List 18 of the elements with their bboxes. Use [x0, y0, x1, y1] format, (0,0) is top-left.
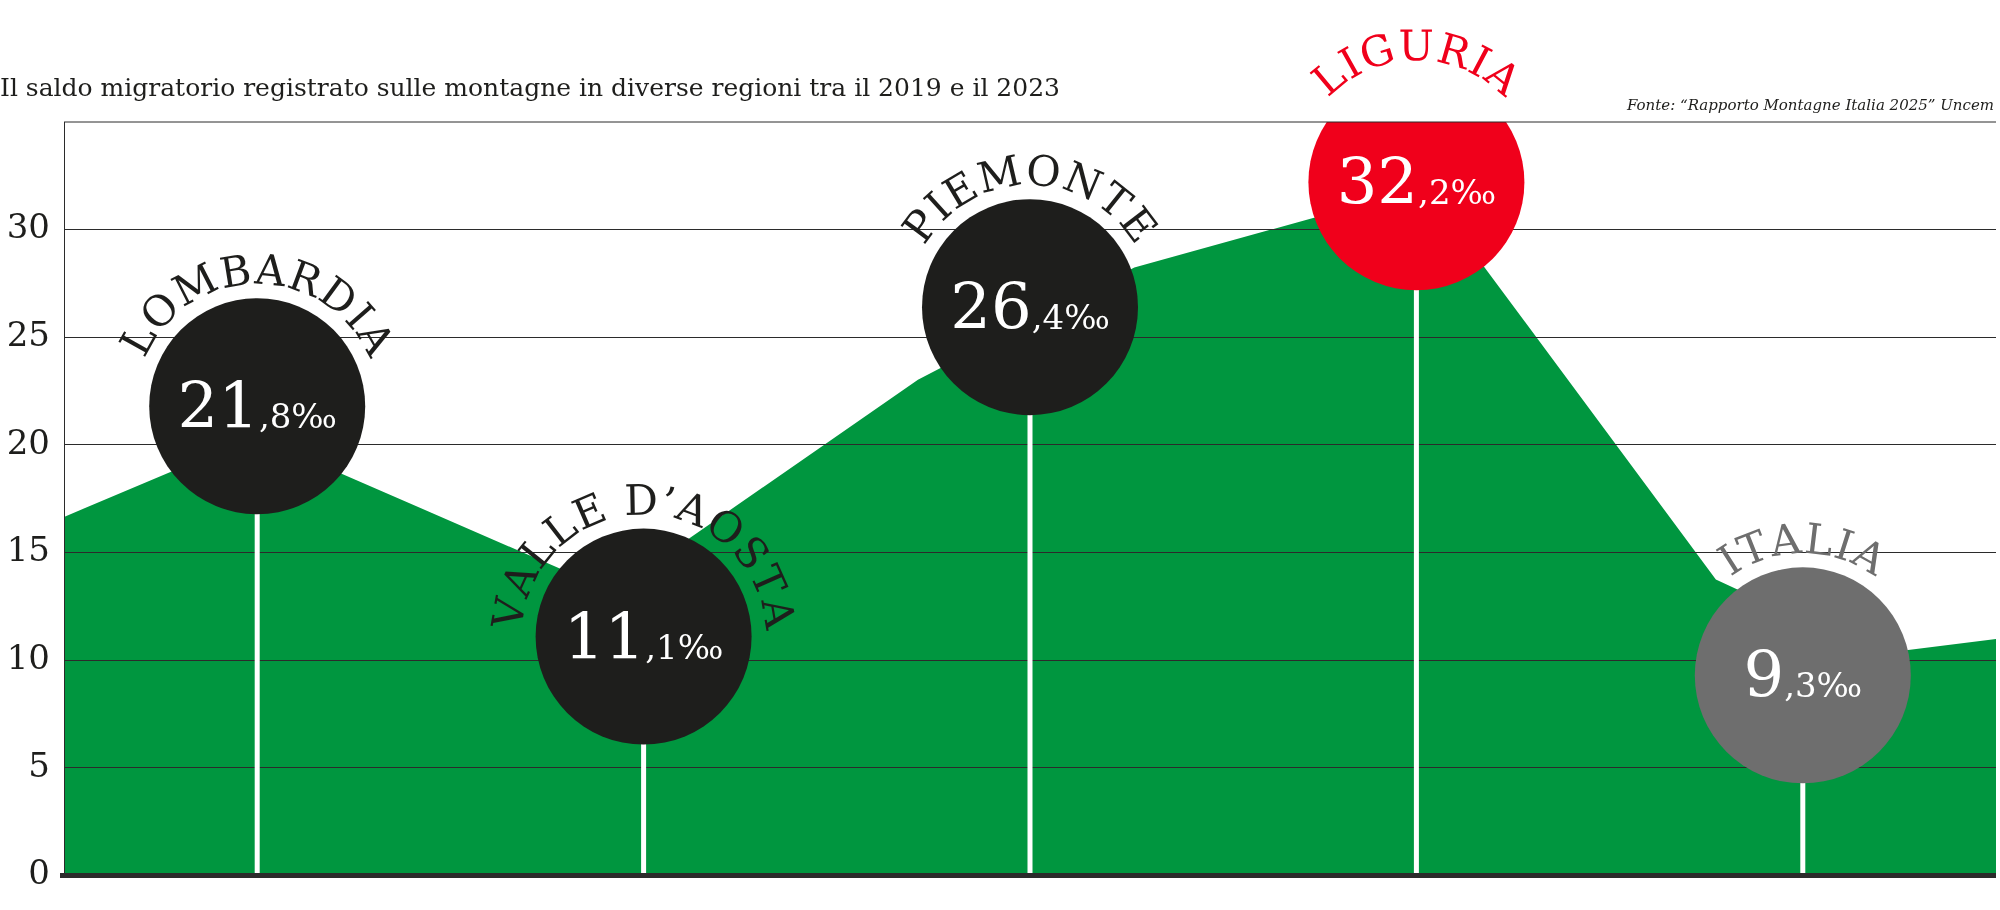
- data-label: 32,2‰: [1336, 145, 1497, 220]
- y-tick-label: 0: [28, 852, 50, 893]
- y-tick-label: 10: [6, 637, 50, 678]
- x-tick-label: ITALIA: [1709, 513, 1896, 586]
- y-tick-label: 30: [6, 206, 50, 247]
- y-tick-label: 5: [28, 744, 50, 785]
- data-label: 9,3‰: [1743, 638, 1863, 713]
- y-tick-label: 25: [6, 314, 50, 355]
- y-tick-label: 20: [6, 421, 50, 462]
- x-tick-label: LIGURIA: [1302, 21, 1531, 106]
- chart-title: Il saldo migratorio registrato sulle montagne in diverse regioni tra il 2019 e il 2023: [0, 72, 1060, 102]
- x-tick-label: PIEMONTE: [892, 145, 1168, 252]
- data-label: 11,1‰: [563, 599, 724, 674]
- category-label: LOMBARDIA: [109, 244, 405, 364]
- data-label: 26,4‰: [950, 270, 1110, 345]
- data-label: 21,8‰: [177, 369, 337, 444]
- y-tick-label: 15: [6, 529, 50, 570]
- source-note: Fonte: “Rapporto Montagne Italia 2025” Uncem: [1626, 96, 1994, 114]
